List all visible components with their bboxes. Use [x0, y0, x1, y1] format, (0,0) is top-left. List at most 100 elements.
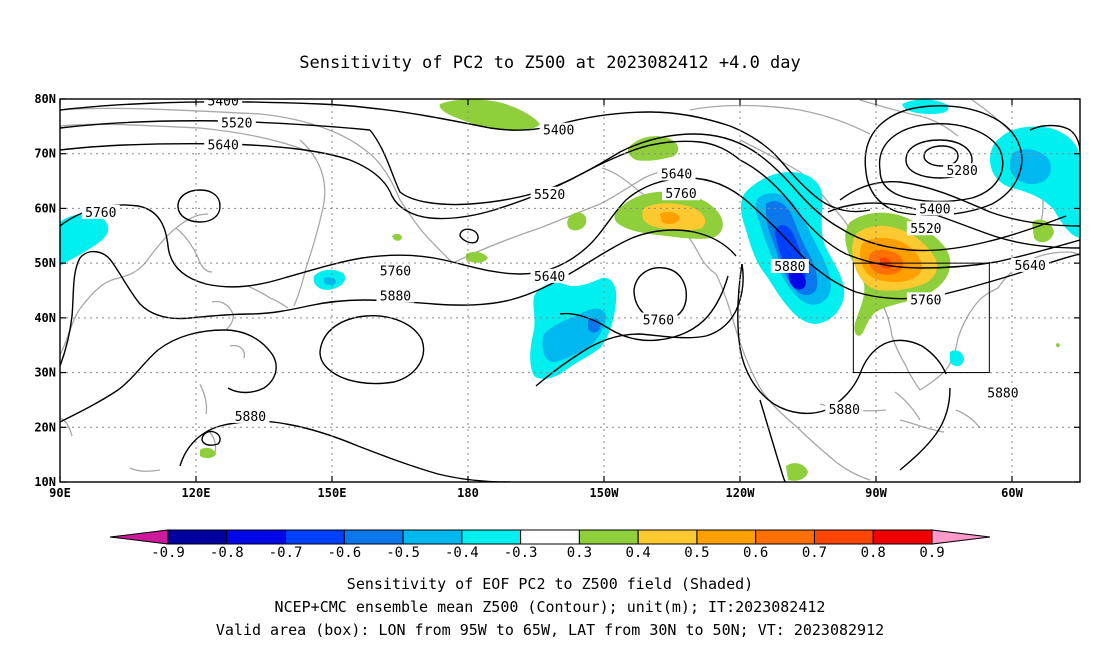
- colorbar-swatch-9: [696, 529, 757, 545]
- z500-contours: [60, 101, 1080, 482]
- colorbar: -0.9 -0.8 -0.7 -0.6 -0.5 -0.4 -0.3 0.3 0.4 0.5 0.6…: [109, 529, 991, 561]
- contour-5880-cont-2: [899, 387, 951, 471]
- contour-5280-low-inner: [905, 139, 973, 179]
- lat-tick-label-7: 10N: [34, 475, 56, 489]
- contour-label-bg-8: [376, 263, 415, 278]
- contour-5880-subtrop-high: [319, 315, 425, 385]
- contour-label-bg-0: [204, 99, 243, 108]
- contour-5760-west: [60, 177, 749, 288]
- contour-label-10: 5880: [380, 290, 411, 305]
- colorbar-label-3: -0.6: [327, 545, 361, 561]
- lon-tick-label-7: 60W: [1001, 486, 1023, 500]
- contour-label-bg-11: [639, 312, 678, 327]
- lat-tick-label-5: 30N: [34, 366, 56, 380]
- colorbar-label-4: -0.5: [386, 545, 420, 561]
- colorbar-label-1: -0.8: [210, 545, 244, 561]
- contour-5520-mid: [369, 129, 841, 229]
- shade-greenland-green: [1032, 219, 1054, 243]
- shade-gulf-cyan: [950, 350, 964, 367]
- colorbar-swatch-7: [578, 529, 639, 545]
- shade-alaska-orange: [660, 211, 680, 225]
- lon-tick-label-4: 150W: [590, 486, 620, 500]
- shade-wpac-cyan-west: [60, 214, 109, 266]
- contour-label-16: 5640: [1014, 259, 1045, 274]
- map-frame: [59, 98, 1081, 483]
- contour-5280-low-outer: [878, 123, 1004, 203]
- lat-tick-label-3: 50N: [34, 256, 56, 270]
- contour-label-bg-18: [231, 408, 270, 423]
- contour-5400-arc: [839, 180, 1080, 227]
- footer-line-2: NCEP+CMC ensemble mean Z500 (Contour); u…: [275, 598, 826, 616]
- contour-label-17: 5760: [910, 293, 941, 308]
- colorbar-label-0: -0.9: [151, 545, 185, 561]
- colorbar-label-12: 0.8: [861, 545, 886, 561]
- shade-arctic-green-1: [439, 99, 540, 131]
- contour-5400-mid: [369, 107, 871, 213]
- contour-label-1: 5520: [221, 117, 252, 132]
- footer-line-3: Valid area (box): LON from 95W to 65W, L…: [216, 621, 884, 639]
- contour-label-12: 5880: [774, 260, 805, 275]
- contour-label-bg-9: [530, 268, 569, 283]
- contour-5760-east: [559, 275, 729, 342]
- lon-tick-label-0: 90E: [49, 486, 71, 500]
- lon-tick-label-5: 120W: [726, 486, 756, 500]
- contour-label-11: 5760: [643, 314, 674, 329]
- contour-5880-cont-1: [737, 263, 947, 415]
- colorbar-swatch-3: [343, 529, 404, 545]
- contour-label-15: 5520: [910, 222, 941, 237]
- lat-lon-grid: [60, 99, 1080, 482]
- contour-label-8: 5760: [380, 264, 411, 279]
- colorbar-swatch-1: [226, 529, 287, 545]
- colorbar-swatch-2: [285, 529, 345, 545]
- lat-tick-label-4: 40N: [34, 311, 56, 325]
- contour-5400-west: [60, 101, 371, 111]
- map-axes: 90E 120E 150E 180 150W 120W 90W 60W 80N 70N 60N 50N…: [34, 92, 1080, 500]
- contour-label-2: 5640: [208, 139, 239, 154]
- map-plot-area: 5400 5520 5640 5760 5400 5520 5640 5760 5760 5640…: [60, 95, 1080, 482]
- shade-green-dot-3: [567, 212, 587, 231]
- colorbar-label-2: -0.7: [269, 545, 303, 561]
- contour-label-bg-12: [770, 258, 809, 273]
- footer-line-1: Sensitivity of EOF PC2 to Z500 field (Sh…: [347, 575, 753, 593]
- colorbar-label-10: 0.6: [743, 545, 768, 561]
- lon-tick-label-1: 120E: [182, 486, 211, 500]
- contour-5280-low-core: [923, 145, 959, 167]
- colorbar-left-arrow: [109, 529, 169, 545]
- contour-label-18: 5880: [235, 410, 266, 425]
- contour-closed-small-1: [459, 228, 479, 244]
- shade-green-dot-4: [200, 447, 216, 459]
- contour-5880-central: [179, 420, 511, 482]
- colorbar-right-arrow: [931, 529, 991, 545]
- contour-label-bg-6: [657, 166, 696, 181]
- colorbar-label-13: 0.9: [919, 545, 944, 561]
- contour-5760-east-lead: [747, 201, 1080, 300]
- shade-green-dot-2: [466, 251, 488, 263]
- shade-japan-blue: [324, 277, 336, 285]
- colorbar-swatch-12: [872, 529, 933, 545]
- colorbar-label-6: -0.3: [504, 545, 538, 561]
- contour-label-19: 5880: [829, 403, 860, 418]
- contour-closed-small-2: [177, 189, 221, 223]
- lat-tick-label-2: 60N: [34, 201, 56, 215]
- contour-label-0: 5400: [208, 95, 239, 110]
- contour-label-bg-20: [983, 385, 1022, 400]
- colorbar-swatch-6: [520, 529, 580, 545]
- shade-bc-blue-4: [788, 268, 806, 290]
- colorbar-label-8: 0.4: [626, 545, 651, 561]
- contour-label-14: 5400: [919, 203, 950, 218]
- contour-label-bg-17: [906, 292, 945, 307]
- contour-5520-arc: [827, 202, 1080, 249]
- contour-label-bg-3: [81, 204, 120, 219]
- contour-5880-west: [60, 229, 737, 367]
- contour-label-bg-4: [539, 122, 578, 137]
- contour-label-bg-1: [217, 115, 256, 130]
- contour-5400-low-ring: [864, 105, 1023, 216]
- colorbar-label-5: -0.4: [445, 545, 479, 561]
- contour-label-7: 5760: [665, 187, 696, 202]
- contour-label-4: 5400: [543, 124, 574, 139]
- contour-label-bg-5: [530, 186, 569, 201]
- colorbar-label-9: 0.5: [684, 545, 709, 561]
- shade-greenland-blue: [1010, 149, 1052, 184]
- colorbar-label-7: 0.3: [567, 545, 592, 561]
